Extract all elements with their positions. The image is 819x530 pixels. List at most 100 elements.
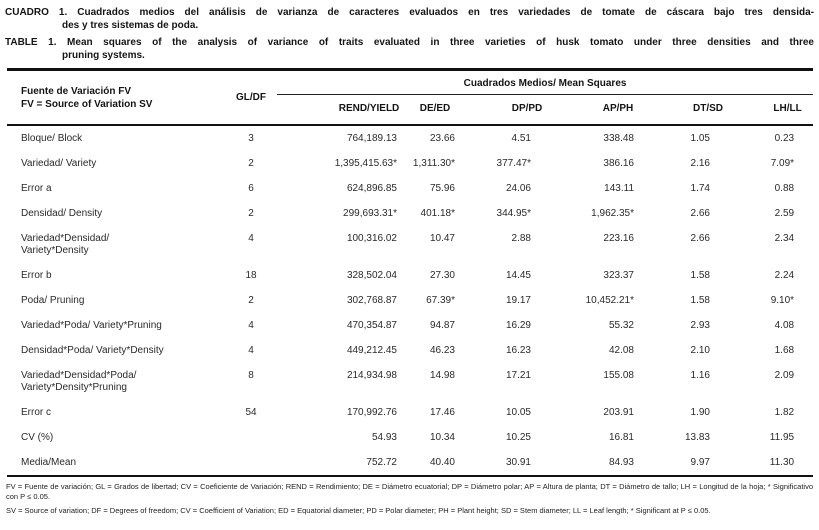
title-es-line1: CUADRO 1. Cuadrados medios del análisis … (5, 7, 814, 18)
table-row: Poda/ Pruning 2 302,768.87 67.39* 19.17 10,45… (7, 288, 813, 313)
cell-rend: 752.72 (366, 456, 397, 468)
gl-df-value: 2 (248, 157, 254, 169)
column-header-lh: LH/LL (729, 94, 814, 126)
table-row: Error a 6 624,896.85 75.96 24.06 143.11 1.74 0.… (7, 176, 813, 201)
row-label-line: Variety*Density (21, 244, 89, 256)
cell-ap: 84.93 (608, 456, 634, 468)
row-label-line: Densidad/ Density (21, 207, 103, 219)
row-label-line: CV (%) (21, 431, 54, 443)
cell-rend: 470,354.87 (346, 319, 397, 331)
gl-df-value: 3 (248, 132, 254, 144)
cell-ap: 155.08 (603, 369, 634, 381)
cell-rend: 328,502.04 (346, 269, 397, 281)
cell-lh: 9.10* (770, 294, 795, 306)
column-header-ap: AP/PH (554, 94, 654, 126)
cell-dp: 19.17 (505, 294, 531, 306)
table-row: Media/Mean 752.72 40.40 30.91 84.93 9.97 11.30 (7, 450, 813, 476)
cell-lh: 2.59 (774, 207, 795, 219)
row-label: Densidad/ Density (7, 201, 225, 226)
row-label-line: Media/Mean (21, 456, 77, 468)
row-label: Error c (7, 400, 225, 425)
cell-rend: 299,693.31* (343, 207, 397, 219)
row-label: Variedad*Poda/ Variety*Pruning (7, 313, 225, 338)
cell-ap: 16.81 (608, 431, 634, 443)
source-header-line2: FV = Source of Variation SV (21, 98, 153, 110)
cell-dp: 24.06 (505, 182, 531, 194)
row-label-line: Error a (21, 182, 52, 194)
table-row: Bloque/ Block 3 764,189.13 23.66 4.51 338.48 1… (7, 125, 813, 151)
table-title-spanish: CUADRO 1. Cuadrados medios del análisis … (5, 6, 814, 32)
table-row: Variedad*Densidad/Variety*Density 4 100,31… (7, 226, 813, 263)
column-header-dp: DP/PD (474, 94, 554, 126)
column-header-dt: DT/SD (654, 94, 729, 126)
cell-de: 1,311.30* (412, 157, 455, 169)
row-label-line: Error c (21, 406, 51, 418)
row-label-line: Variedad*Poda/ Variety*Pruning (21, 319, 162, 331)
mean-squares-span-header: Cuadrados Medios/ Mean Squares (277, 69, 814, 95)
cell-de: 23.66 (429, 132, 455, 144)
cell-lh: 2.34 (774, 232, 795, 244)
row-label-line: Error b (21, 269, 52, 281)
row-label: Variedad*Densidad/Variety*Density (7, 226, 225, 263)
cell-dt: 2.16 (690, 157, 710, 169)
gl-df-value: 2 (248, 207, 254, 219)
gl-df-value: 8 (248, 369, 254, 381)
footnote-english: SV = Source of variation; DF = Degrees o… (6, 506, 711, 515)
header-row-columns: REND/YIELD DE/ED DP/PD AP/PH DT/SD LH/LL (7, 94, 814, 126)
cell-lh: 2.24 (774, 269, 795, 281)
cell-rend: 449,212.45 (346, 344, 397, 356)
table-title-english: TABLE 1. Mean squares of the analysis of… (5, 36, 814, 62)
cell-lh: 0.88 (774, 182, 795, 194)
row-label: Poda/ Pruning (7, 288, 225, 313)
cell-de: 75.96 (429, 182, 455, 194)
cell-de: 46.23 (429, 344, 455, 356)
cell-ap: 10,452.21* (585, 294, 634, 306)
row-label: Error a (7, 176, 225, 201)
cell-dp: 2.88 (511, 232, 531, 244)
title-es-line2: des y tres sistemas de poda. (62, 20, 199, 31)
row-label: Variedad*Densidad*Poda/Variety*Density*P… (7, 363, 225, 400)
table-body: Bloque/ Block 3 764,189.13 23.66 4.51 338.48 1… (7, 125, 813, 476)
cell-dt: 2.10 (690, 344, 710, 356)
cell-dt: 2.66 (690, 207, 710, 219)
gl-df-value (225, 450, 277, 476)
cell-ap: 55.32 (608, 319, 634, 331)
row-label-line: Densidad*Poda/ Variety*Density (21, 344, 164, 356)
cell-rend: 1,395,415.63* (334, 157, 397, 169)
cell-lh: 2.09 (774, 369, 795, 381)
cell-ap: 143.11 (604, 182, 634, 194)
cell-ap: 223.16 (603, 232, 634, 244)
cell-dp: 14.45 (505, 269, 531, 281)
cell-rend: 170,992.76 (346, 406, 397, 418)
title-en-line2: pruning systems. (62, 50, 145, 61)
table-header: Fuente de Variación FV FV = Source of Va… (7, 69, 814, 126)
cell-lh: 11.30 (769, 456, 795, 468)
page: CUADRO 1. Cuadrados medios del análisis … (5, 6, 814, 515)
row-label: Densidad*Poda/ Variety*Density (7, 338, 225, 363)
table-row: Variedad*Poda/ Variety*Pruning 4 470,354.8… (7, 313, 813, 338)
cell-de: 10.47 (429, 232, 455, 244)
gl-df-value (225, 425, 277, 450)
row-label: CV (%) (7, 425, 225, 450)
cell-lh: 0.23 (774, 132, 795, 144)
cell-dt: 13.83 (684, 431, 710, 443)
source-header-line1: Fuente de Variación FV (21, 85, 132, 97)
cell-ap: 1,962.35* (591, 207, 634, 219)
table-row: Densidad/ Density 2 299,693.31* 401.18* 344.… (7, 201, 813, 226)
cell-lh: 1.82 (774, 406, 795, 418)
table-row: Variedad/ Variety 2 1,395,415.63* 1,311.30*… (7, 151, 813, 176)
footnote-spanish: FV = Fuente de variación; GL = Grados de… (6, 482, 813, 501)
cell-de: 17.46 (429, 406, 455, 418)
table-row: Error b 18 328,502.04 27.30 14.45 323.37 1.58 2… (7, 263, 813, 288)
cell-de: 94.87 (429, 319, 455, 331)
table-row: Densidad*Poda/ Variety*Density 4 449,212.4… (7, 338, 813, 363)
cell-rend: 54.93 (371, 431, 397, 443)
cell-de: 67.39* (426, 294, 455, 306)
gl-df-header: GL/DF (225, 69, 277, 126)
row-label: Variedad/ Variety (7, 151, 225, 176)
row-label: Bloque/ Block (7, 125, 225, 151)
cell-dp: 17.21 (505, 369, 531, 381)
cell-rend: 302,768.87 (346, 294, 397, 306)
cell-rend: 100,316.02 (346, 232, 397, 244)
cell-dp: 4.51 (511, 132, 531, 144)
